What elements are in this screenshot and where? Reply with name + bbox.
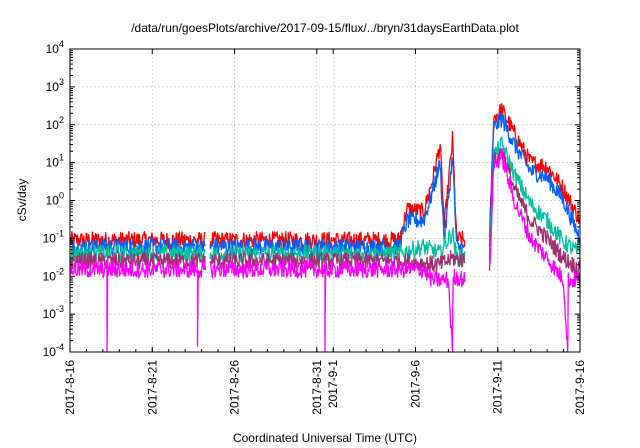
x-tick-label: 2017-9-1 [326,360,340,408]
y-tick-label: 10-4 [43,342,64,359]
y-tick-label: 103 [46,77,64,94]
series-line-4 [69,147,581,353]
y-axis-label: cSv/day [15,179,29,222]
y-tick-label: 10-2 [43,266,64,283]
series-group [69,103,581,353]
x-tick-label: 2017-8-31 [310,360,324,415]
x-axis-label: Coordinated Universal Time (UTC) [233,431,417,445]
x-tick-label: 2017-8-26 [228,360,242,415]
x-tick-label: 2017-8-21 [145,360,159,415]
chart-title: /data/run/goesPlots/archive/2017-09-15/f… [131,21,519,35]
x-tick-label: 2017-9-16 [573,360,587,415]
y-tick-label: 10-1 [43,228,64,245]
y-tick-label: 102 [46,115,64,132]
series-line-0 [69,103,581,250]
y-tick-label: 10-3 [43,304,64,321]
x-axis: 2017-8-16 2017-8-21 2017-8-26 2017-8-31 2017… [63,49,587,415]
x-tick-label: 2017-8-16 [63,360,77,415]
series-line-3 [69,148,581,276]
y-tick-label: 100 [46,191,64,208]
x-tick-label: 2017-9-6 [408,360,422,408]
x-tick-label: 2017-9-11 [491,360,505,414]
y-axis: 10-4 10-3 10-2 10-1 100 101 102 103 104 [43,39,580,359]
y-tick-label: 104 [46,39,64,56]
y-tick-label: 101 [46,153,64,170]
